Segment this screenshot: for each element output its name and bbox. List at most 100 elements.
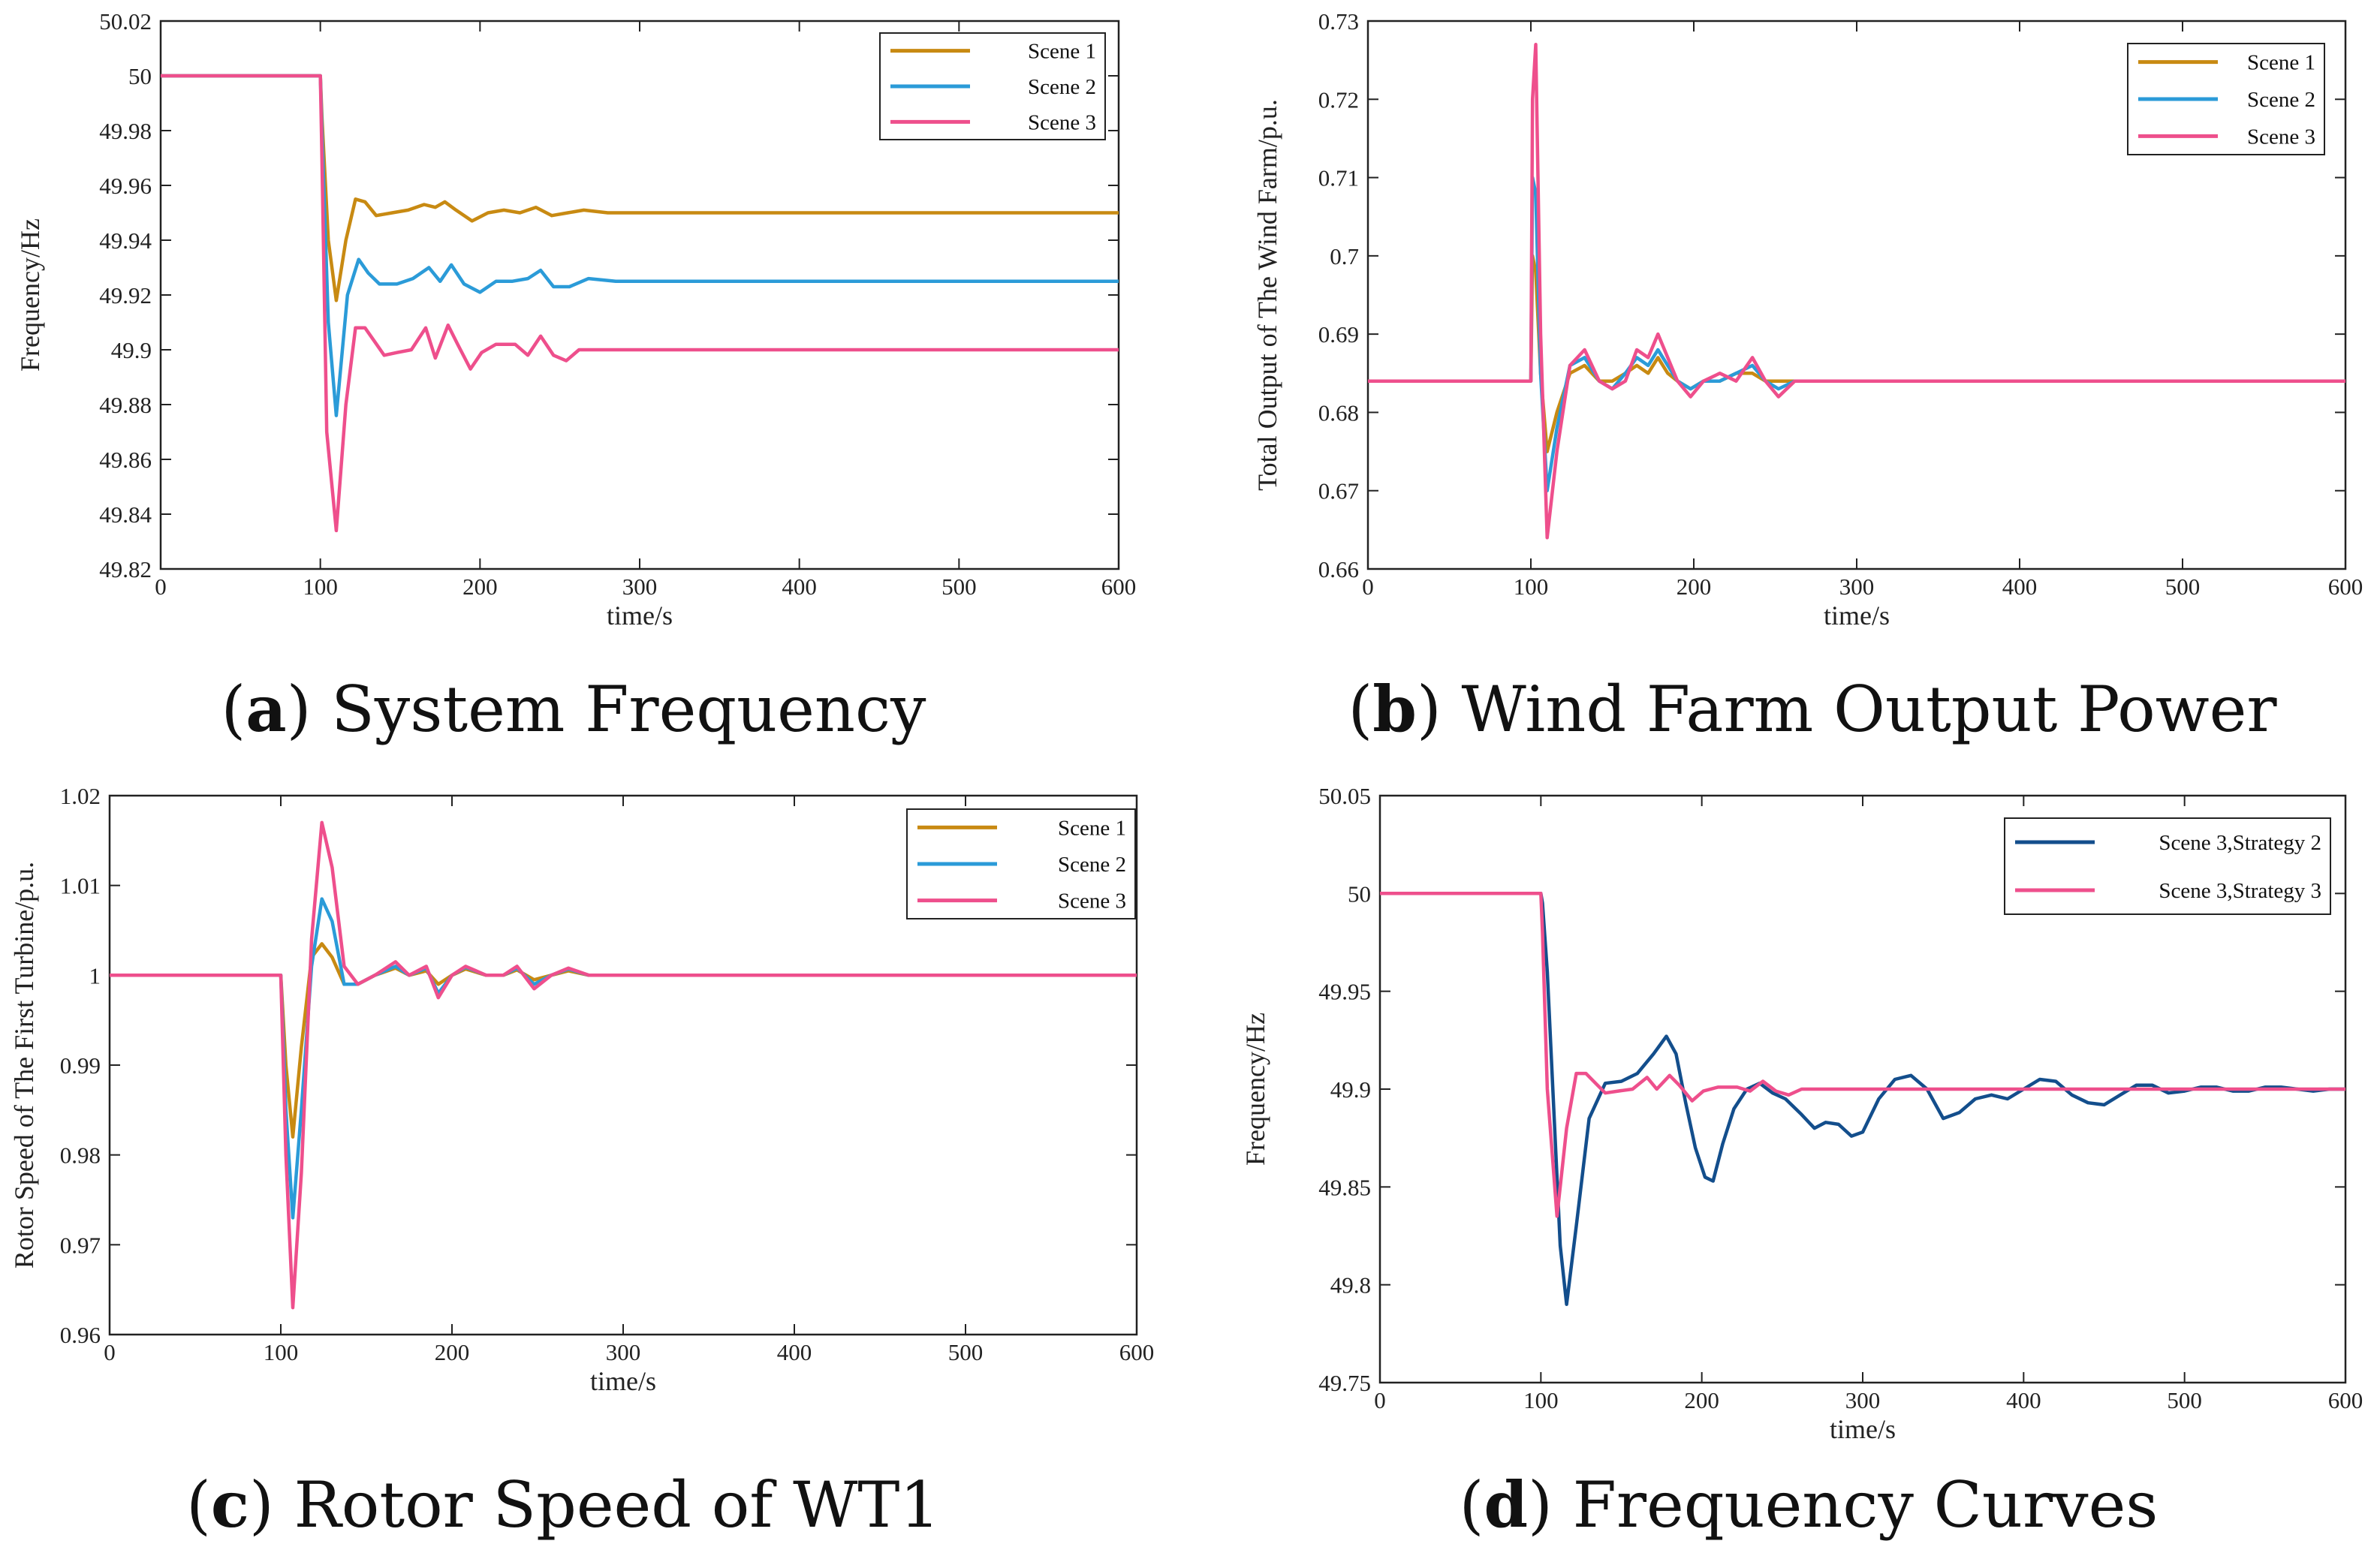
y-tick-label: 49.92 [99, 282, 152, 308]
legend-label: Scene 3 [1058, 889, 1126, 913]
legend-label: Scene 1 [2247, 51, 2315, 75]
legend-label: Scene 3 [1028, 110, 1096, 134]
y-tick-label: 50 [128, 63, 152, 89]
legend-label: Scene 1 [1028, 40, 1096, 64]
y-tick-label: 49.96 [99, 173, 152, 199]
y-tick-label: 0.99 [60, 1052, 101, 1079]
series-line-d-1 [1380, 892, 2345, 1306]
chart-panel-a: 0 100 200 300 400 500 600 49.82 49.84 49.86 49.88 4… [15, 8, 1136, 631]
y-tick-label: 49.9 [111, 337, 152, 363]
x-tick-label: 500 [941, 573, 977, 600]
y-tick-label: 49.95 [1318, 979, 1371, 1005]
series-line-a-3 [161, 74, 1119, 533]
series-line-b-3 [1368, 43, 2345, 540]
x-tick-label: 200 [462, 573, 498, 600]
series-line-d-2 [1380, 892, 2345, 1218]
x-tick-label: 400 [777, 1339, 812, 1365]
x-tick-label: 400 [782, 573, 817, 600]
y-tick-label: 49.86 [99, 447, 152, 473]
x-tick-label: 600 [1119, 1339, 1155, 1365]
y-tick-label: 0.67 [1318, 478, 1359, 504]
x-axis-label: time/s [1830, 1414, 1896, 1444]
caption-c: (c) Rotor Speed of WT1 [186, 1467, 940, 1542]
x-tick-label: 100 [1514, 573, 1549, 600]
legend-label: Scene 3,Strategy 2 [2159, 831, 2321, 855]
y-axis-label: Frequency/Hz [1240, 1013, 1270, 1166]
x-tick-label: 100 [264, 1339, 299, 1365]
y-tick-label: 49.84 [99, 501, 152, 528]
x-tick-label: 300 [622, 573, 658, 600]
series-line-a-2 [161, 74, 1119, 417]
y-tick-label: 49.94 [99, 227, 152, 254]
y-tick-label: 0.98 [60, 1142, 101, 1169]
legend-label: Scene 3 [2247, 125, 2315, 149]
y-tick-label: 0.96 [60, 1322, 101, 1348]
legend-label: Scene 2 [2247, 88, 2315, 112]
x-tick-label: 600 [2328, 1387, 2363, 1413]
y-tick-label: 50 [1348, 880, 1371, 907]
y-tick-label: 49.9 [1330, 1076, 1371, 1103]
chart-panel-d: 0 100 200 300 400 500 600 49.75 49.8 49.85 49.9 49.… [1240, 783, 2363, 1444]
y-tick-label: 49.82 [99, 556, 152, 582]
y-tick-label: 49.75 [1318, 1370, 1371, 1396]
x-axis-label: time/s [590, 1366, 656, 1396]
x-tick-label: 0 [1374, 1387, 1386, 1413]
y-tick-label: 50.05 [1318, 783, 1371, 809]
legend-label: Scene 2 [1028, 75, 1096, 99]
x-tick-label: 600 [1101, 573, 1137, 600]
y-tick-label: 1.01 [60, 873, 101, 899]
y-tick-label: 0.97 [60, 1232, 101, 1258]
y-tick-label: 50.02 [99, 8, 152, 35]
series-line-b-2 [1368, 176, 2345, 492]
x-tick-label: 600 [2328, 573, 2363, 600]
y-tick-label: 0.7 [1330, 243, 1359, 269]
x-tick-label: 200 [435, 1339, 470, 1365]
y-tick-label: 0.73 [1318, 8, 1359, 35]
x-tick-label: 500 [2167, 1387, 2202, 1413]
y-tick-label: 49.85 [1318, 1174, 1371, 1200]
y-tick-label: 49.8 [1330, 1272, 1371, 1299]
x-tick-label: 200 [1684, 1387, 1719, 1413]
x-axis-label: time/s [607, 600, 673, 631]
y-tick-label: 1.02 [60, 783, 101, 809]
y-axis-label: Total Output of The Wind Farm/p.u. [1252, 99, 1282, 491]
y-tick-label: 0.69 [1318, 321, 1359, 348]
x-tick-label: 0 [1362, 573, 1374, 600]
x-tick-label: 300 [606, 1339, 641, 1365]
x-tick-label: 100 [303, 573, 338, 600]
series-line-b-1 [1368, 254, 2345, 453]
x-tick-label: 0 [155, 573, 167, 600]
x-tick-label: 400 [2002, 573, 2038, 600]
legend-label: Scene 3,Strategy 3 [2159, 879, 2321, 903]
y-tick-label: 0.68 [1318, 399, 1359, 426]
x-tick-label: 200 [1677, 573, 1712, 600]
y-tick-label: 0.66 [1318, 556, 1359, 582]
series-line-a-1 [161, 74, 1119, 302]
x-tick-label: 100 [1523, 1387, 1559, 1413]
series-line-c-1 [110, 942, 1137, 1139]
x-tick-label: 300 [1839, 573, 1875, 600]
y-tick-label: 1 [89, 962, 101, 989]
caption-b: (b) Wind Farm Output Power [1348, 672, 2277, 746]
legend-label: Scene 1 [1058, 816, 1126, 840]
y-axis-label: Rotor Speed of The First Turbine/p.u. [9, 862, 39, 1269]
y-axis-label: Frequency/Hz [15, 218, 45, 372]
x-tick-label: 0 [104, 1339, 116, 1365]
y-tick-label: 49.88 [99, 392, 152, 418]
series-line-c-3 [110, 820, 1137, 1310]
x-tick-label: 300 [1845, 1387, 1881, 1413]
y-tick-label: 0.72 [1318, 86, 1359, 113]
legend-box-d [2004, 817, 2331, 915]
chart-panel-c: 0 100 200 300 400 500 600 0.96 0.97 0.98 0.99 1 1.01… [9, 783, 1154, 1396]
x-tick-label: 500 [2165, 573, 2201, 600]
x-tick-label: 500 [948, 1339, 984, 1365]
x-tick-label: 400 [2006, 1387, 2041, 1413]
y-tick-label: 0.71 [1318, 165, 1359, 191]
series-line-c-2 [110, 897, 1137, 1220]
caption-d: (d) Frequency Curves [1459, 1467, 2159, 1542]
legend-label: Scene 2 [1058, 853, 1126, 877]
chart-panel-b: 0 100 200 300 400 500 600 0.66 0.67 0.68 0.69 0.7 0.… [1252, 8, 2363, 631]
caption-a: (a) System Frequency [221, 672, 926, 746]
